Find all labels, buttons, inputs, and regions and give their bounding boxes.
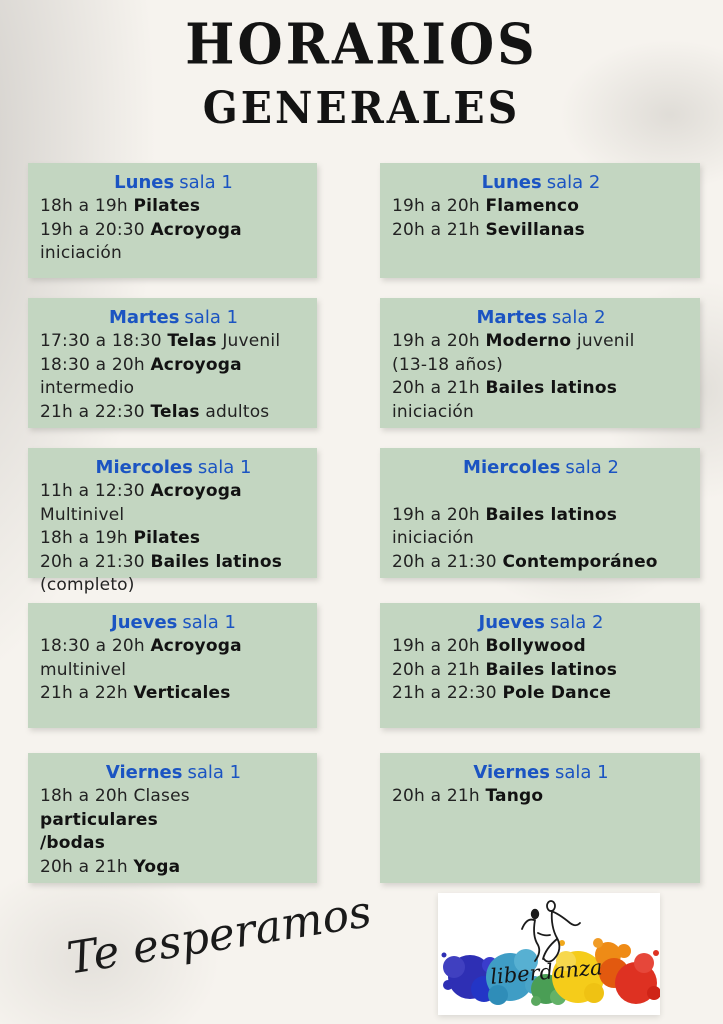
schedule-card-martes-sala1: Martes sala 1 17:30 a 18:30 Telas Juvenil… xyxy=(28,298,317,428)
schedule-line: 18:30 a 20h Acroyoga multinivel xyxy=(40,636,242,680)
day-label: Viernes xyxy=(105,762,183,783)
day-label: Jueves xyxy=(478,612,545,633)
room-label: sala 2 xyxy=(549,612,604,633)
schedule-lines: 19h a 20h Bailes latinos iniciación 20h a… xyxy=(392,480,690,574)
schedule-line: (13-18 años) xyxy=(392,354,503,375)
schedule-line: 19h a 20h Bollywood xyxy=(392,636,586,656)
schedule-line: 19h a 20h Flamenco xyxy=(392,196,580,216)
watercolor-splash-yellow xyxy=(552,940,604,1003)
room-label: sala 2 xyxy=(546,172,601,193)
room-label: sala 1 xyxy=(197,457,252,478)
schedule-line: 20h a 21:30 Bailes latinos xyxy=(40,551,283,572)
day-label: Miercoles xyxy=(463,457,561,478)
day-label: Lunes xyxy=(114,172,175,193)
room-label: sala 1 xyxy=(554,762,609,783)
schedule-line: 20h a 21h Bailes latinos xyxy=(392,378,618,398)
card-title: Lunes sala 2 xyxy=(392,171,690,195)
schedule-line: /bodas xyxy=(40,833,106,853)
logo: liberdanza xyxy=(438,893,660,1015)
card-title: Viernes sala 1 xyxy=(392,761,690,785)
schedule-lines: 19h a 20h Bollywood 20h a 21h Bailes lati… xyxy=(392,635,690,706)
schedule-card-miercoles-sala1: Miercoles sala 1 11h a 12:30 Acroyoga Mul… xyxy=(28,448,317,595)
schedule-line: 19h a 20h Bailes latinos iniciación xyxy=(392,504,618,549)
schedule-line: 21h a 22:30 Telas adultos xyxy=(40,401,270,422)
card-title: Miercoles sala 2 xyxy=(392,456,690,480)
card-title: Viernes sala 1 xyxy=(40,761,307,785)
schedule-lines: 18h a 19h Pilates 19h a 20:30 Acroyoga ini… xyxy=(40,195,307,266)
schedule-lines: 19h a 20h Flamenco 20h a 21h Sevillanas xyxy=(392,195,690,242)
schedule-lines: 18:30 a 20h Acroyoga multinivel 21h a 22h… xyxy=(40,635,307,706)
schedule-line: 20h a 21:30 Contemporáneo xyxy=(392,551,658,572)
card-title: Martes sala 2 xyxy=(392,306,690,330)
schedule-card-jueves-sala1: Jueves sala 1 18:30 a 20h Acroyoga multin… xyxy=(28,603,317,728)
schedule-line: iniciación xyxy=(392,401,474,422)
schedule-line: (completo) xyxy=(40,575,135,595)
card-title: Jueves sala 1 xyxy=(40,611,307,635)
schedule-card-viernes-sala1: Viernes sala 1 18h a 20h Clases particula… xyxy=(28,753,317,883)
day-label: Martes xyxy=(476,307,547,328)
card-title: Lunes sala 1 xyxy=(40,171,307,195)
day-label: Jueves xyxy=(111,612,178,633)
schedule-line: 20h a 21h Bailes latinos xyxy=(392,659,618,680)
schedule-line: 19h a 20:30 Acroyoga xyxy=(40,219,242,240)
room-label: sala 1 xyxy=(179,172,233,193)
poster-title-line2: GENERALES xyxy=(202,82,521,134)
schedule-line: 19h a 20h Moderno juvenil xyxy=(392,331,635,351)
schedule-line xyxy=(392,480,690,504)
schedule-line: 18h a 19h Pilates xyxy=(40,196,201,216)
schedule-line: 17:30 a 18:30 Telas Juvenil xyxy=(40,331,281,351)
footer-message: Te esperamos xyxy=(63,886,375,985)
schedule-line: 20h a 21h Yoga xyxy=(40,856,181,877)
schedule-lines: 18h a 20h Clases particulares/bodas 20h a… xyxy=(40,785,307,879)
schedule-line: 11h a 12:30 Acroyoga Multinivel xyxy=(40,481,242,525)
day-label: Lunes xyxy=(481,172,542,193)
schedule-line: 18h a 20h Clases particulares xyxy=(40,786,190,830)
schedule-line: 21h a 22h Verticales xyxy=(40,683,231,703)
watercolor-splash-red xyxy=(615,950,660,1004)
card-title: Martes sala 1 xyxy=(40,306,307,330)
room-label: sala 1 xyxy=(187,762,242,783)
room-label: sala 1 xyxy=(182,612,236,633)
day-label: Miercoles xyxy=(95,457,193,478)
card-title: Miercoles sala 1 xyxy=(40,456,307,480)
day-label: Martes xyxy=(108,307,180,328)
schedule-lines: 11h a 12:30 Acroyoga Multinivel 18h a 19h… xyxy=(40,480,307,598)
schedule-lines: 19h a 20h Moderno juvenil (13-18 años) 20h… xyxy=(392,330,690,424)
schedule-line: intermedio xyxy=(40,378,135,398)
schedule-card-viernes-sala2: Viernes sala 1 20h a 21h Tango xyxy=(380,753,700,883)
schedule-line: 20h a 21h Tango xyxy=(392,786,544,806)
schedule-card-lunes-sala2: Lunes sala 2 19h a 20h Flamenco 20h a 21h … xyxy=(380,163,700,278)
dancing-couple-icon xyxy=(521,900,581,963)
card-title: Jueves sala 2 xyxy=(392,611,690,635)
schedule-line: 20h a 21h Sevillanas xyxy=(392,219,585,240)
schedule-card-lunes-sala1: Lunes sala 1 18h a 19h Pilates 19h a 20:30… xyxy=(28,163,317,278)
room-label: sala 2 xyxy=(565,457,619,478)
schedule-line: 21h a 22:30 Pole Dance xyxy=(392,683,612,703)
room-label: sala 2 xyxy=(551,307,606,328)
day-label: Viernes xyxy=(473,762,550,783)
schedule-line: 18h a 19h Pilates xyxy=(40,528,201,548)
schedule-lines: 17:30 a 18:30 Telas Juvenil 18:30 a 20h A… xyxy=(40,330,307,424)
room-label: sala 1 xyxy=(184,307,239,328)
schedule-line: iniciación xyxy=(40,243,122,263)
schedule-card-miercoles-sala2: Miercoles sala 2 19h a 20h Bailes latinos… xyxy=(380,448,700,578)
schedule-lines: 20h a 21h Tango xyxy=(392,785,690,809)
schedule-card-martes-sala2: Martes sala 2 19h a 20h Moderno juvenil (1… xyxy=(380,298,700,428)
schedule-card-jueves-sala2: Jueves sala 2 19h a 20h Bollywood 20h a 21… xyxy=(380,603,700,728)
poster-title-line1: HORARIOS xyxy=(185,11,538,78)
schedule-line: 18:30 a 20h Acroyoga xyxy=(40,354,242,375)
